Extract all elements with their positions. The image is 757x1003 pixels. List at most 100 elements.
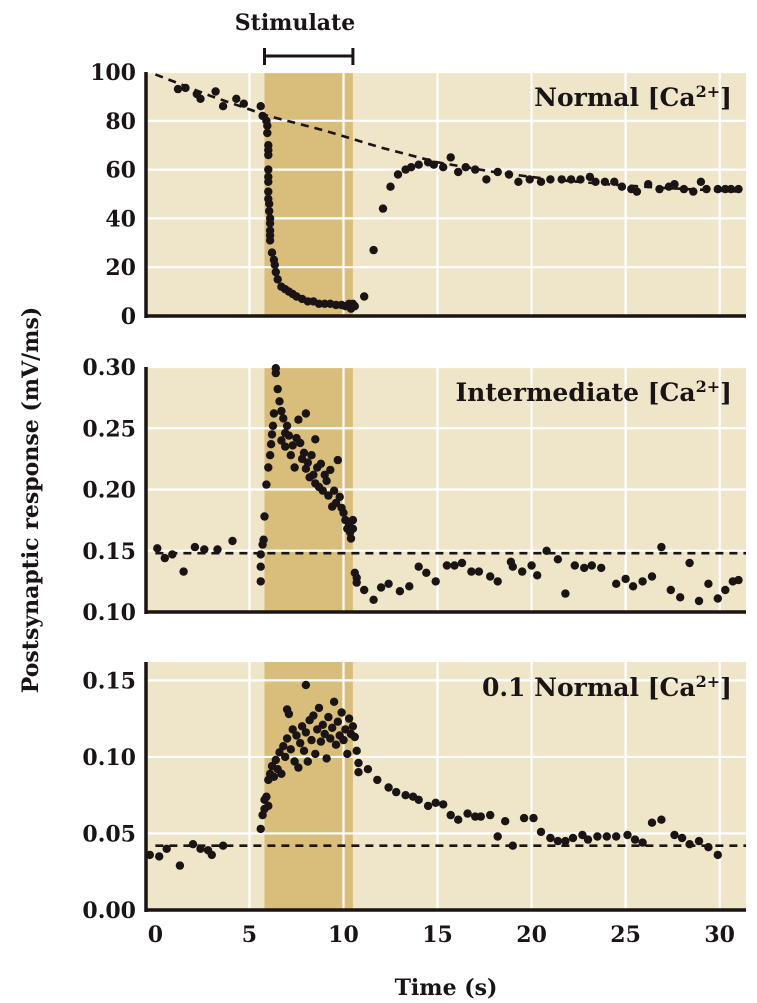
data-point — [288, 441, 297, 450]
stimulate-bracket — [262, 48, 355, 65]
data-point — [262, 480, 271, 489]
x-tick-label: 0 — [148, 922, 163, 948]
y-tick-label: 100 — [90, 60, 136, 86]
data-point — [442, 561, 452, 570]
data-point — [179, 567, 188, 576]
data-point — [328, 723, 337, 732]
y-tick-label: 40 — [105, 206, 136, 232]
data-point — [734, 184, 743, 194]
panel-2: Intermediate [Ca2+] 0.10 0.15 0.20 0.25 0.30 — [82, 355, 746, 626]
x-tick-label: 25 — [610, 922, 641, 948]
data-point — [297, 722, 307, 731]
data-point — [218, 841, 228, 850]
data-point — [320, 729, 329, 739]
data-point — [175, 861, 185, 870]
data-point — [457, 558, 467, 568]
data-point — [318, 720, 327, 729]
data-point — [612, 832, 621, 841]
data-point — [414, 795, 423, 804]
data-point — [647, 572, 657, 581]
data-point — [463, 809, 472, 818]
data-point — [188, 840, 198, 849]
data-point — [486, 572, 495, 581]
data-point — [282, 421, 292, 430]
data-point — [290, 463, 299, 472]
panel-title-main: 0.1 Normal [Ca — [482, 673, 696, 702]
panel-title: Normal [Ca2+] — [534, 82, 732, 112]
data-point — [266, 440, 276, 449]
data-point — [273, 275, 282, 284]
data-point — [264, 187, 273, 196]
data-point — [621, 574, 630, 584]
data-point — [331, 498, 341, 508]
data-point — [322, 476, 331, 486]
y-tick-label: 0 — [121, 304, 136, 330]
data-point — [423, 801, 433, 811]
data-point — [256, 824, 265, 834]
data-point — [262, 792, 271, 801]
data-point — [519, 813, 529, 823]
data-point — [354, 768, 363, 777]
data-point — [450, 561, 459, 570]
data-point — [346, 534, 356, 543]
data-point — [414, 562, 423, 571]
data-point — [350, 732, 359, 742]
x-axis-label: Time (s) — [395, 975, 498, 1001]
data-point — [392, 787, 401, 797]
data-point — [153, 544, 162, 553]
data-point — [316, 737, 326, 746]
data-point — [264, 165, 273, 174]
data-point — [386, 182, 395, 191]
data-point — [630, 835, 640, 844]
data-point — [275, 748, 284, 757]
data-point — [352, 578, 361, 587]
data-point — [196, 844, 205, 853]
panel-3: 0.1 Normal [Ca2+] 0.00 0.05 0.10 0.15 0 5 10 15 2… — [82, 662, 746, 948]
data-point — [218, 102, 228, 111]
data-point — [232, 94, 241, 104]
data-point — [373, 775, 382, 785]
plot-background — [146, 662, 746, 910]
data-point — [467, 567, 476, 576]
y-tick-label: 0.15 — [82, 539, 136, 565]
data-point — [591, 177, 600, 186]
data-point — [677, 833, 687, 843]
data-point — [471, 165, 480, 174]
stimulus-band — [264, 72, 353, 316]
data-point — [265, 236, 275, 245]
data-point — [369, 245, 378, 255]
data-point — [454, 167, 463, 177]
data-point — [275, 397, 284, 406]
data-point — [679, 184, 689, 194]
data-point — [580, 563, 589, 573]
data-point — [294, 415, 303, 424]
data-point — [536, 177, 546, 186]
y-tick-label: 20 — [105, 255, 136, 281]
data-point — [525, 175, 534, 184]
data-point — [271, 368, 280, 378]
data-point — [638, 577, 647, 586]
data-point — [685, 840, 694, 849]
data-point — [277, 406, 286, 416]
data-point — [376, 583, 386, 592]
data-point — [644, 180, 653, 189]
data-point — [612, 579, 621, 588]
data-point — [533, 571, 542, 580]
data-point — [638, 838, 647, 847]
data-point — [299, 746, 309, 755]
data-point — [493, 832, 502, 841]
panel-title-end: ] — [720, 673, 732, 702]
data-point — [281, 442, 290, 451]
data-point — [657, 815, 666, 824]
data-point — [322, 754, 331, 763]
data-point — [292, 731, 301, 740]
panel-1: Normal [Ca2+] 0 20 40 60 80 100 — [90, 60, 746, 330]
data-point — [228, 536, 237, 546]
data-point — [508, 841, 517, 850]
data-point — [713, 184, 722, 194]
y-tick-label: 60 — [105, 158, 136, 184]
data-point — [713, 850, 722, 860]
data-point — [393, 170, 403, 179]
data-point — [341, 725, 350, 734]
data-point — [350, 302, 359, 311]
